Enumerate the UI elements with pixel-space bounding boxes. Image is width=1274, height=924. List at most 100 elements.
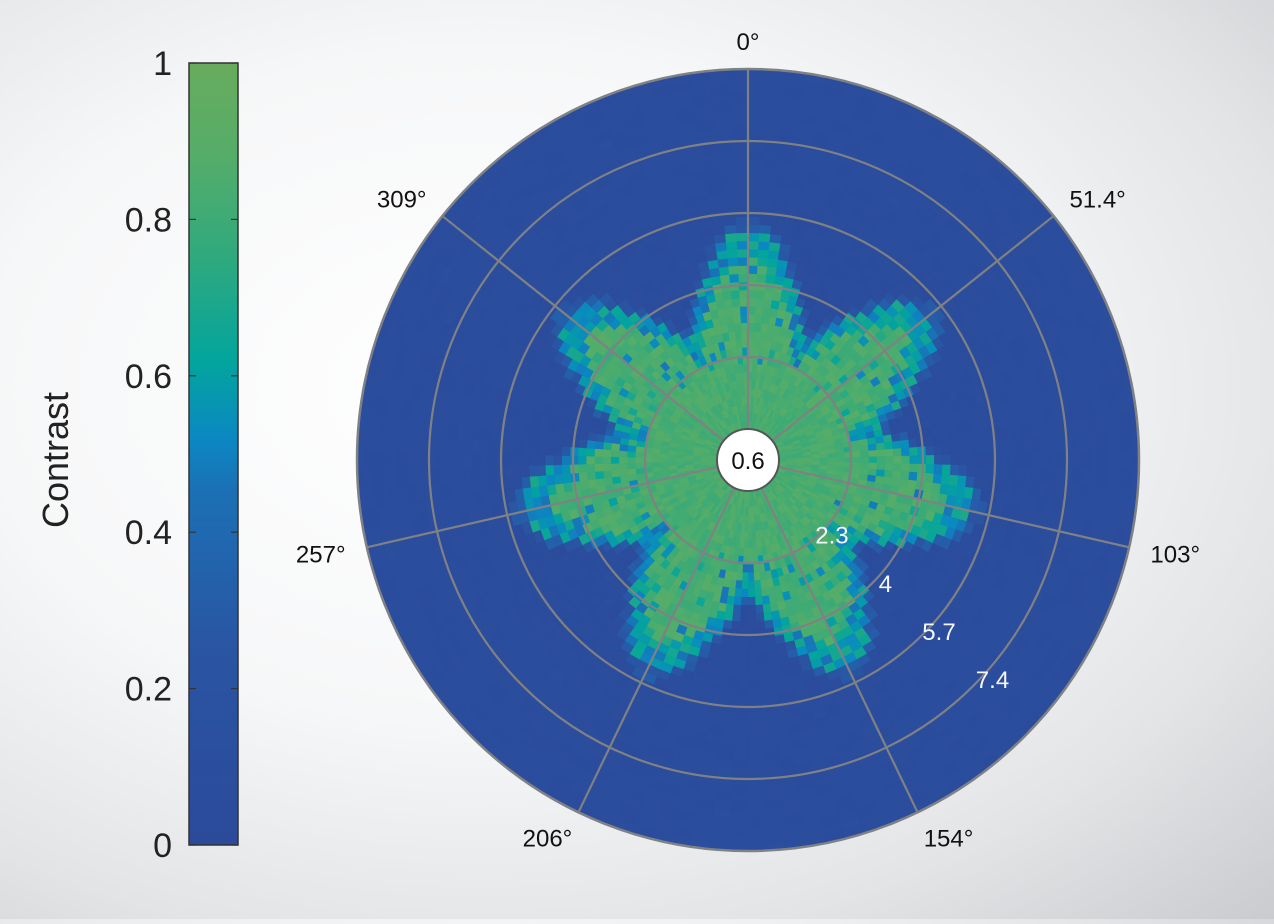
heatmap-cell [758,654,769,663]
heatmap-cell [748,167,763,176]
heatmap-cell [748,728,762,737]
heatmap-cell [748,720,761,729]
heatmap-cell [603,449,612,457]
colorbar: Contrast 00.20.40.60.81 [35,45,238,865]
heatmap-cell [763,143,779,152]
heatmap-cell [726,670,737,679]
heatmap-cell [472,439,481,453]
heatmap-cell [907,431,916,440]
heatmap-cell [414,452,422,469]
heatmap-cell [967,466,976,478]
heatmap-cell [1049,452,1057,467]
heatmap-cell [926,455,934,464]
heatmap-cell [836,448,845,453]
heatmap-cell [748,200,761,209]
heatmap-cell [1114,451,1122,470]
heatmap-cell [762,596,770,605]
heatmap-cell [748,118,765,127]
heatmap-cell [760,694,773,703]
heatmap-cell [762,735,777,744]
heatmap-cell [759,670,770,679]
heatmap-cell [586,456,594,464]
heatmap-cell [757,646,767,655]
heatmap-cell [1033,453,1041,468]
heatmap-cell [1089,434,1098,452]
heatmap-cell [717,760,733,769]
heatmap-cell [716,768,732,777]
heatmap-cell [759,241,770,250]
heatmap-cell [759,572,766,581]
heatmap-cell [1105,469,1114,488]
heatmap-cell [715,784,732,793]
heatmap-cell [766,808,784,817]
heatmap-cell [721,719,735,728]
heatmap-cell [382,433,391,452]
heatmap-cell [934,455,942,465]
heatmap-cell [803,455,811,458]
heatmap-cell [742,581,748,589]
heatmap-cell [909,472,918,481]
heatmap-cell [950,444,959,455]
heatmap-cell [748,265,758,273]
heatmap-cell [748,785,765,794]
heatmap-cell [754,580,761,589]
heatmap-cell [546,435,555,446]
heatmap-cell [748,85,767,94]
heatmap-cell [545,445,554,455]
heatmap-cell [723,620,732,629]
heatmap-cell [513,454,521,466]
heatmap-cell [731,793,748,802]
heatmap-cell [1122,469,1131,488]
heatmap-cell [761,184,775,193]
heatmap-cell [729,646,739,655]
heatmap-cell [1032,438,1041,453]
heatmap-cell [562,464,571,474]
heatmap-cell [828,458,836,462]
heatmap-cell [431,452,439,468]
heatmap-cell [684,461,692,464]
heatmap-cell [676,458,684,462]
heatmap-cell [748,622,757,630]
heatmap-cell [480,440,489,454]
heatmap-cell [741,589,748,597]
heatmap-cell [737,671,748,680]
heatmap-cell [1048,468,1057,484]
heatmap-cell [852,446,861,452]
heatmap-cell [748,532,752,540]
heatmap-cell [926,464,935,474]
heatmap-cell [763,768,779,777]
heatmap-cell [853,457,861,463]
heatmap-cell [757,266,767,275]
heatmap-cell [731,621,740,630]
heatmap-cell [748,540,752,548]
heatmap-cell [755,597,763,606]
heatmap-cell [748,753,763,762]
heatmap-cell [757,274,767,283]
heatmap-cell [489,428,498,442]
heatmap-cell [1016,453,1024,467]
heatmap-cell [748,597,755,605]
heatmap-cell [521,443,530,455]
heatmap-cell [738,646,748,654]
heatmap-cell [748,589,755,597]
heatmap-cell [974,477,983,489]
heatmap-cell [852,452,861,458]
heatmap-cell [762,168,777,177]
heatmap-cell [721,727,735,736]
heatmap-cell [740,622,749,630]
heatmap-cell [521,466,530,478]
heatmap-cell [748,175,762,184]
heatmap-cell [836,458,844,463]
heatmap-cell [1089,469,1098,487]
heatmap-cell [712,808,730,817]
heatmap-cell [603,470,612,478]
heatmap-cell [513,477,522,489]
heatmap-cell [959,455,967,466]
heatmap-cell [899,432,908,441]
heatmap-cell [727,662,738,671]
heatmap-cell [439,452,447,467]
heatmap-cell [748,802,766,811]
heatmap-cell [578,456,586,464]
heatmap-cell [1048,437,1057,453]
heatmap-cell [748,507,751,515]
